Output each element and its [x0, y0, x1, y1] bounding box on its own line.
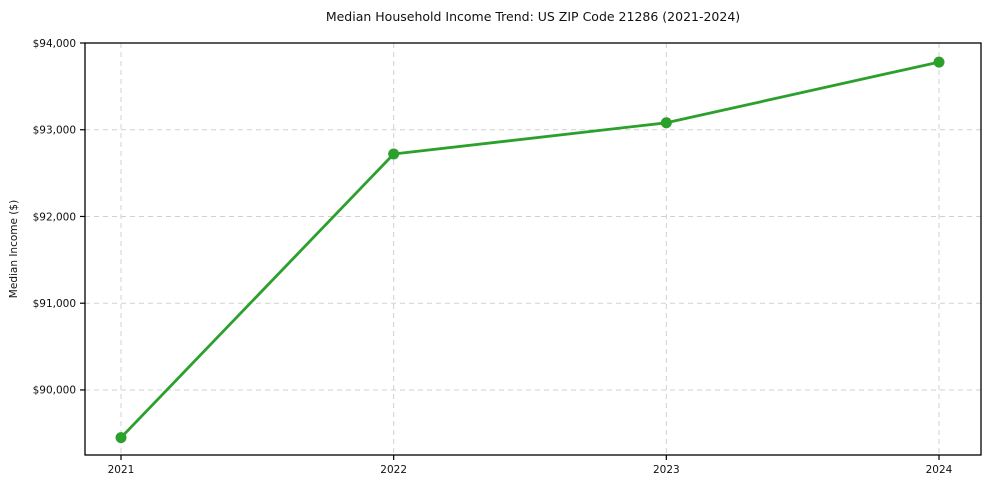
y-tick-label: $90,000: [33, 385, 76, 397]
x-tick-label: 2021: [108, 464, 135, 476]
data-point-2023: [660, 117, 672, 129]
data-point-2021: [115, 432, 127, 444]
x-tick-label: 2024: [926, 464, 953, 476]
plot-border: [84, 42, 982, 456]
y-axis-label: Median Income ($): [8, 199, 20, 299]
data-point-2022: [388, 148, 400, 160]
trend-line: [119, 60, 941, 440]
y-tick-label: $92,000: [33, 211, 76, 223]
x-tick-label: 2022: [380, 464, 407, 476]
y-tick-label: $91,000: [33, 298, 76, 310]
x-tick-label: 2023: [653, 464, 680, 476]
y-tick-label: $93,000: [33, 125, 76, 137]
y-tick-label: $94,000: [33, 38, 76, 50]
data-point-2024: [933, 56, 945, 68]
chart-title: Median Household Income Trend: US ZIP Co…: [325, 9, 741, 24]
